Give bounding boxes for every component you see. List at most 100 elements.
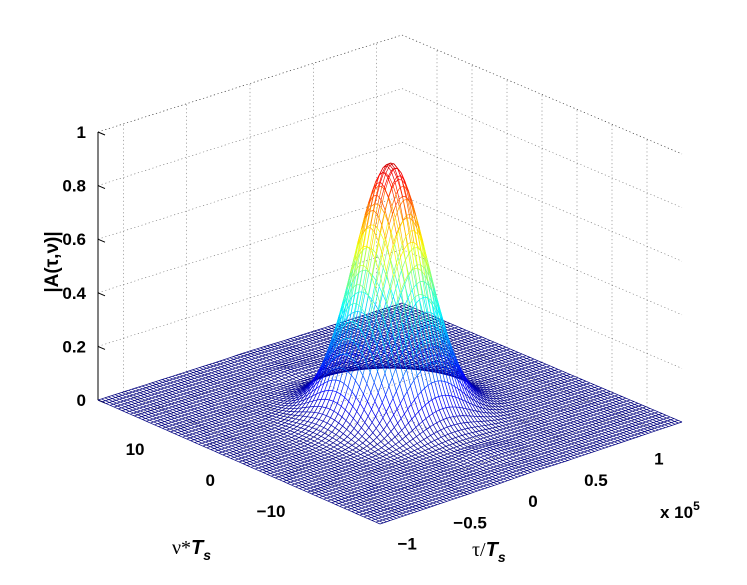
mesh-segment xyxy=(278,379,283,382)
mesh-segment xyxy=(355,386,360,398)
mesh-segment xyxy=(570,406,574,408)
mesh-segment xyxy=(213,413,218,416)
mesh-segment xyxy=(200,405,205,408)
mesh-segment xyxy=(579,400,584,402)
mesh-segment xyxy=(274,409,279,412)
mesh-segment xyxy=(267,472,271,475)
mesh-segment xyxy=(116,398,120,401)
mesh-segment xyxy=(419,316,424,319)
mesh-segment xyxy=(318,440,322,444)
mesh-segment xyxy=(480,437,484,440)
mesh-segment xyxy=(594,401,598,403)
mesh-segment xyxy=(262,403,266,405)
mesh-segment xyxy=(235,415,240,418)
mesh-segment xyxy=(357,457,362,460)
mesh-segment xyxy=(288,437,292,440)
mesh-segment xyxy=(183,377,188,380)
mesh-segment xyxy=(554,368,559,371)
mesh-segment xyxy=(273,374,278,377)
mesh-segment xyxy=(158,394,163,397)
mesh-segment xyxy=(162,396,167,398)
mesh-segment xyxy=(131,387,136,390)
mesh-segment xyxy=(355,465,360,467)
mesh-segment xyxy=(495,346,499,349)
mesh-segment xyxy=(357,330,362,333)
mesh-segment xyxy=(435,409,440,412)
mesh-segment xyxy=(260,382,265,385)
mesh-segment xyxy=(219,405,223,408)
mesh-segment xyxy=(217,399,222,402)
mesh-segment xyxy=(264,411,268,414)
mesh-segment xyxy=(138,400,142,403)
mesh-segment xyxy=(209,411,214,414)
mesh-segment xyxy=(242,462,247,465)
mesh-segment xyxy=(238,362,242,365)
mesh-segment xyxy=(257,365,261,368)
mesh-segment xyxy=(288,346,293,349)
mesh-segment xyxy=(218,433,222,436)
mesh-segment xyxy=(345,481,349,484)
mesh-segment xyxy=(322,460,326,463)
mesh-segment xyxy=(228,399,233,402)
mesh-segment xyxy=(360,409,365,418)
mesh-segment xyxy=(266,389,270,392)
mesh-segment xyxy=(267,428,272,431)
mesh-segment xyxy=(188,399,193,402)
mesh-segment xyxy=(312,482,317,485)
mesh-segment xyxy=(561,399,566,402)
mesh-segment xyxy=(318,461,323,464)
mesh-segment xyxy=(454,430,459,433)
mesh-segment xyxy=(214,385,219,388)
mesh-segment xyxy=(287,341,292,343)
mesh-segment xyxy=(216,443,221,445)
mesh-segment xyxy=(267,460,272,463)
mesh-segment xyxy=(176,391,180,394)
mesh-segment xyxy=(168,406,173,409)
mesh-segment xyxy=(324,456,329,459)
mesh-segment xyxy=(334,448,339,452)
mesh-segment xyxy=(292,348,297,350)
mesh-segment xyxy=(380,320,385,323)
mesh-segment xyxy=(466,437,470,440)
mesh-segment xyxy=(529,416,533,419)
mesh-segment xyxy=(300,474,304,477)
mesh-segment xyxy=(193,435,197,438)
mesh-segment xyxy=(378,452,383,455)
mesh-segment xyxy=(185,419,190,422)
mesh-segment xyxy=(563,377,568,380)
mesh-segment xyxy=(278,393,282,396)
mesh-segment xyxy=(476,438,481,441)
mesh-segment xyxy=(171,402,175,405)
mesh-segment xyxy=(236,451,241,454)
mesh-segment xyxy=(179,406,183,408)
mesh-segment xyxy=(228,432,233,435)
mesh-segment xyxy=(459,439,463,442)
mesh-segment xyxy=(298,340,303,343)
mesh-segment xyxy=(301,336,305,339)
mesh-segment xyxy=(179,421,183,424)
mesh-segment xyxy=(580,405,585,408)
mesh-segment xyxy=(292,438,296,441)
mesh-segment xyxy=(370,446,375,450)
mesh-segment xyxy=(400,454,405,457)
mesh-segment xyxy=(199,384,204,387)
mesh-segment xyxy=(319,480,324,483)
mesh-segment xyxy=(330,482,335,485)
mesh-segment xyxy=(273,470,278,473)
mesh-segment xyxy=(435,320,439,323)
mesh-segment xyxy=(335,487,340,490)
mesh-segment xyxy=(173,413,178,416)
mesh-segment xyxy=(322,350,327,353)
mesh-segment xyxy=(132,408,137,411)
mesh-segment xyxy=(319,351,323,354)
mesh-segment xyxy=(313,469,318,472)
mesh-segment xyxy=(235,427,239,430)
mesh-segment xyxy=(507,354,512,356)
mesh-segment xyxy=(258,404,263,407)
mesh-segment xyxy=(133,411,138,414)
mesh-segment xyxy=(302,470,307,473)
mesh-segment xyxy=(180,411,185,414)
mesh-segment xyxy=(222,358,227,361)
mesh-segment xyxy=(439,419,444,422)
mesh-segment xyxy=(262,372,267,375)
